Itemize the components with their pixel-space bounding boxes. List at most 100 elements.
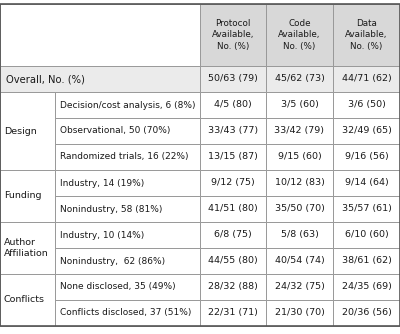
Bar (0, 248, 55, 274)
Text: 33/42 (79): 33/42 (79) (274, 127, 324, 136)
Bar (266, 92, 333, 118)
Bar (0, 300, 55, 326)
Bar (55, 274, 200, 300)
Text: Funding: Funding (4, 191, 42, 200)
Bar (333, 4, 400, 66)
Text: Conflicts disclosed, 37 (51%): Conflicts disclosed, 37 (51%) (60, 309, 191, 318)
Text: Decision/cost analysis, 6 (8%): Decision/cost analysis, 6 (8%) (60, 101, 196, 110)
Text: 40/54 (74): 40/54 (74) (275, 257, 324, 266)
Bar (333, 66, 400, 92)
Bar (0, 144, 55, 170)
Bar (333, 144, 400, 170)
Bar (0, 4, 200, 66)
Bar (266, 196, 333, 222)
Bar (200, 248, 266, 274)
Bar (266, 222, 333, 248)
Bar (333, 300, 400, 326)
Text: 24/35 (69): 24/35 (69) (342, 283, 392, 292)
Text: 35/57 (61): 35/57 (61) (342, 204, 392, 213)
Bar (200, 222, 266, 248)
Text: None disclosed, 35 (49%): None disclosed, 35 (49%) (60, 283, 176, 292)
Bar (0, 222, 55, 274)
Text: 44/55 (80): 44/55 (80) (208, 257, 258, 266)
Bar (0, 196, 55, 222)
Text: 24/32 (75): 24/32 (75) (274, 283, 324, 292)
Bar (333, 118, 400, 144)
Text: Nonindustry, 58 (81%): Nonindustry, 58 (81%) (60, 204, 162, 213)
Bar (0, 274, 55, 326)
Text: 10/12 (83): 10/12 (83) (274, 178, 324, 187)
Bar (0, 66, 200, 92)
Text: 3/6 (50): 3/6 (50) (348, 101, 386, 110)
Bar (200, 170, 266, 196)
Bar (333, 222, 400, 248)
Bar (55, 118, 200, 144)
Text: 44/71 (62): 44/71 (62) (342, 74, 391, 84)
Bar (55, 248, 200, 274)
Text: Author
Affiliation: Author Affiliation (4, 238, 49, 258)
Text: 45/62 (73): 45/62 (73) (274, 74, 324, 84)
Bar (200, 300, 266, 326)
Bar (0, 170, 55, 196)
Bar (55, 196, 200, 222)
Text: 9/14 (64): 9/14 (64) (345, 178, 388, 187)
Text: 20/36 (56): 20/36 (56) (342, 309, 392, 318)
Bar (200, 274, 266, 300)
Text: 3/5 (60): 3/5 (60) (280, 101, 318, 110)
Bar (200, 118, 266, 144)
Text: 9/16 (56): 9/16 (56) (345, 153, 388, 162)
Bar (0, 118, 55, 144)
Bar (333, 248, 400, 274)
Bar (55, 170, 200, 196)
Text: Industry, 14 (19%): Industry, 14 (19%) (60, 178, 144, 187)
Bar (266, 4, 333, 66)
Bar (333, 170, 400, 196)
Text: Randomized trials, 16 (22%): Randomized trials, 16 (22%) (60, 153, 188, 162)
Bar (266, 170, 333, 196)
Text: 5/8 (63): 5/8 (63) (280, 230, 318, 239)
Text: 32/49 (65): 32/49 (65) (342, 127, 392, 136)
Text: 35/50 (70): 35/50 (70) (274, 204, 324, 213)
Bar (0, 92, 55, 170)
Text: 9/12 (75): 9/12 (75) (211, 178, 255, 187)
Bar (266, 248, 333, 274)
Bar (333, 92, 400, 118)
Bar (200, 66, 266, 92)
Bar (266, 144, 333, 170)
Text: Design: Design (4, 127, 37, 136)
Text: 33/43 (77): 33/43 (77) (208, 127, 258, 136)
Text: 21/30 (70): 21/30 (70) (274, 309, 324, 318)
Text: Conflicts: Conflicts (4, 296, 45, 305)
Text: 28/32 (88): 28/32 (88) (208, 283, 258, 292)
Text: Observational, 50 (70%): Observational, 50 (70%) (60, 127, 170, 136)
Bar (200, 144, 266, 170)
Text: 38/61 (62): 38/61 (62) (342, 257, 392, 266)
Text: Data
Available,
No. (%): Data Available, No. (%) (345, 19, 388, 50)
Bar (55, 144, 200, 170)
Bar (55, 222, 200, 248)
Bar (0, 92, 55, 118)
Text: Code
Available,
No. (%): Code Available, No. (%) (278, 19, 321, 50)
Bar (55, 92, 200, 118)
Text: 13/15 (87): 13/15 (87) (208, 153, 258, 162)
Text: 6/8 (75): 6/8 (75) (214, 230, 252, 239)
Bar (200, 4, 266, 66)
Bar (333, 196, 400, 222)
Text: Industry, 10 (14%): Industry, 10 (14%) (60, 230, 144, 239)
Bar (200, 196, 266, 222)
Bar (266, 300, 333, 326)
Bar (333, 274, 400, 300)
Bar (266, 66, 333, 92)
Text: Overall, No. (%): Overall, No. (%) (6, 74, 85, 84)
Text: 6/10 (60): 6/10 (60) (345, 230, 388, 239)
Bar (0, 274, 55, 300)
Text: 9/15 (60): 9/15 (60) (278, 153, 321, 162)
Text: Protocol
Available,
No. (%): Protocol Available, No. (%) (212, 19, 254, 50)
Text: 41/51 (80): 41/51 (80) (208, 204, 258, 213)
Bar (0, 222, 55, 248)
Bar (266, 118, 333, 144)
Bar (266, 274, 333, 300)
Text: 50/63 (79): 50/63 (79) (208, 74, 258, 84)
Text: 4/5 (80): 4/5 (80) (214, 101, 252, 110)
Bar (200, 92, 266, 118)
